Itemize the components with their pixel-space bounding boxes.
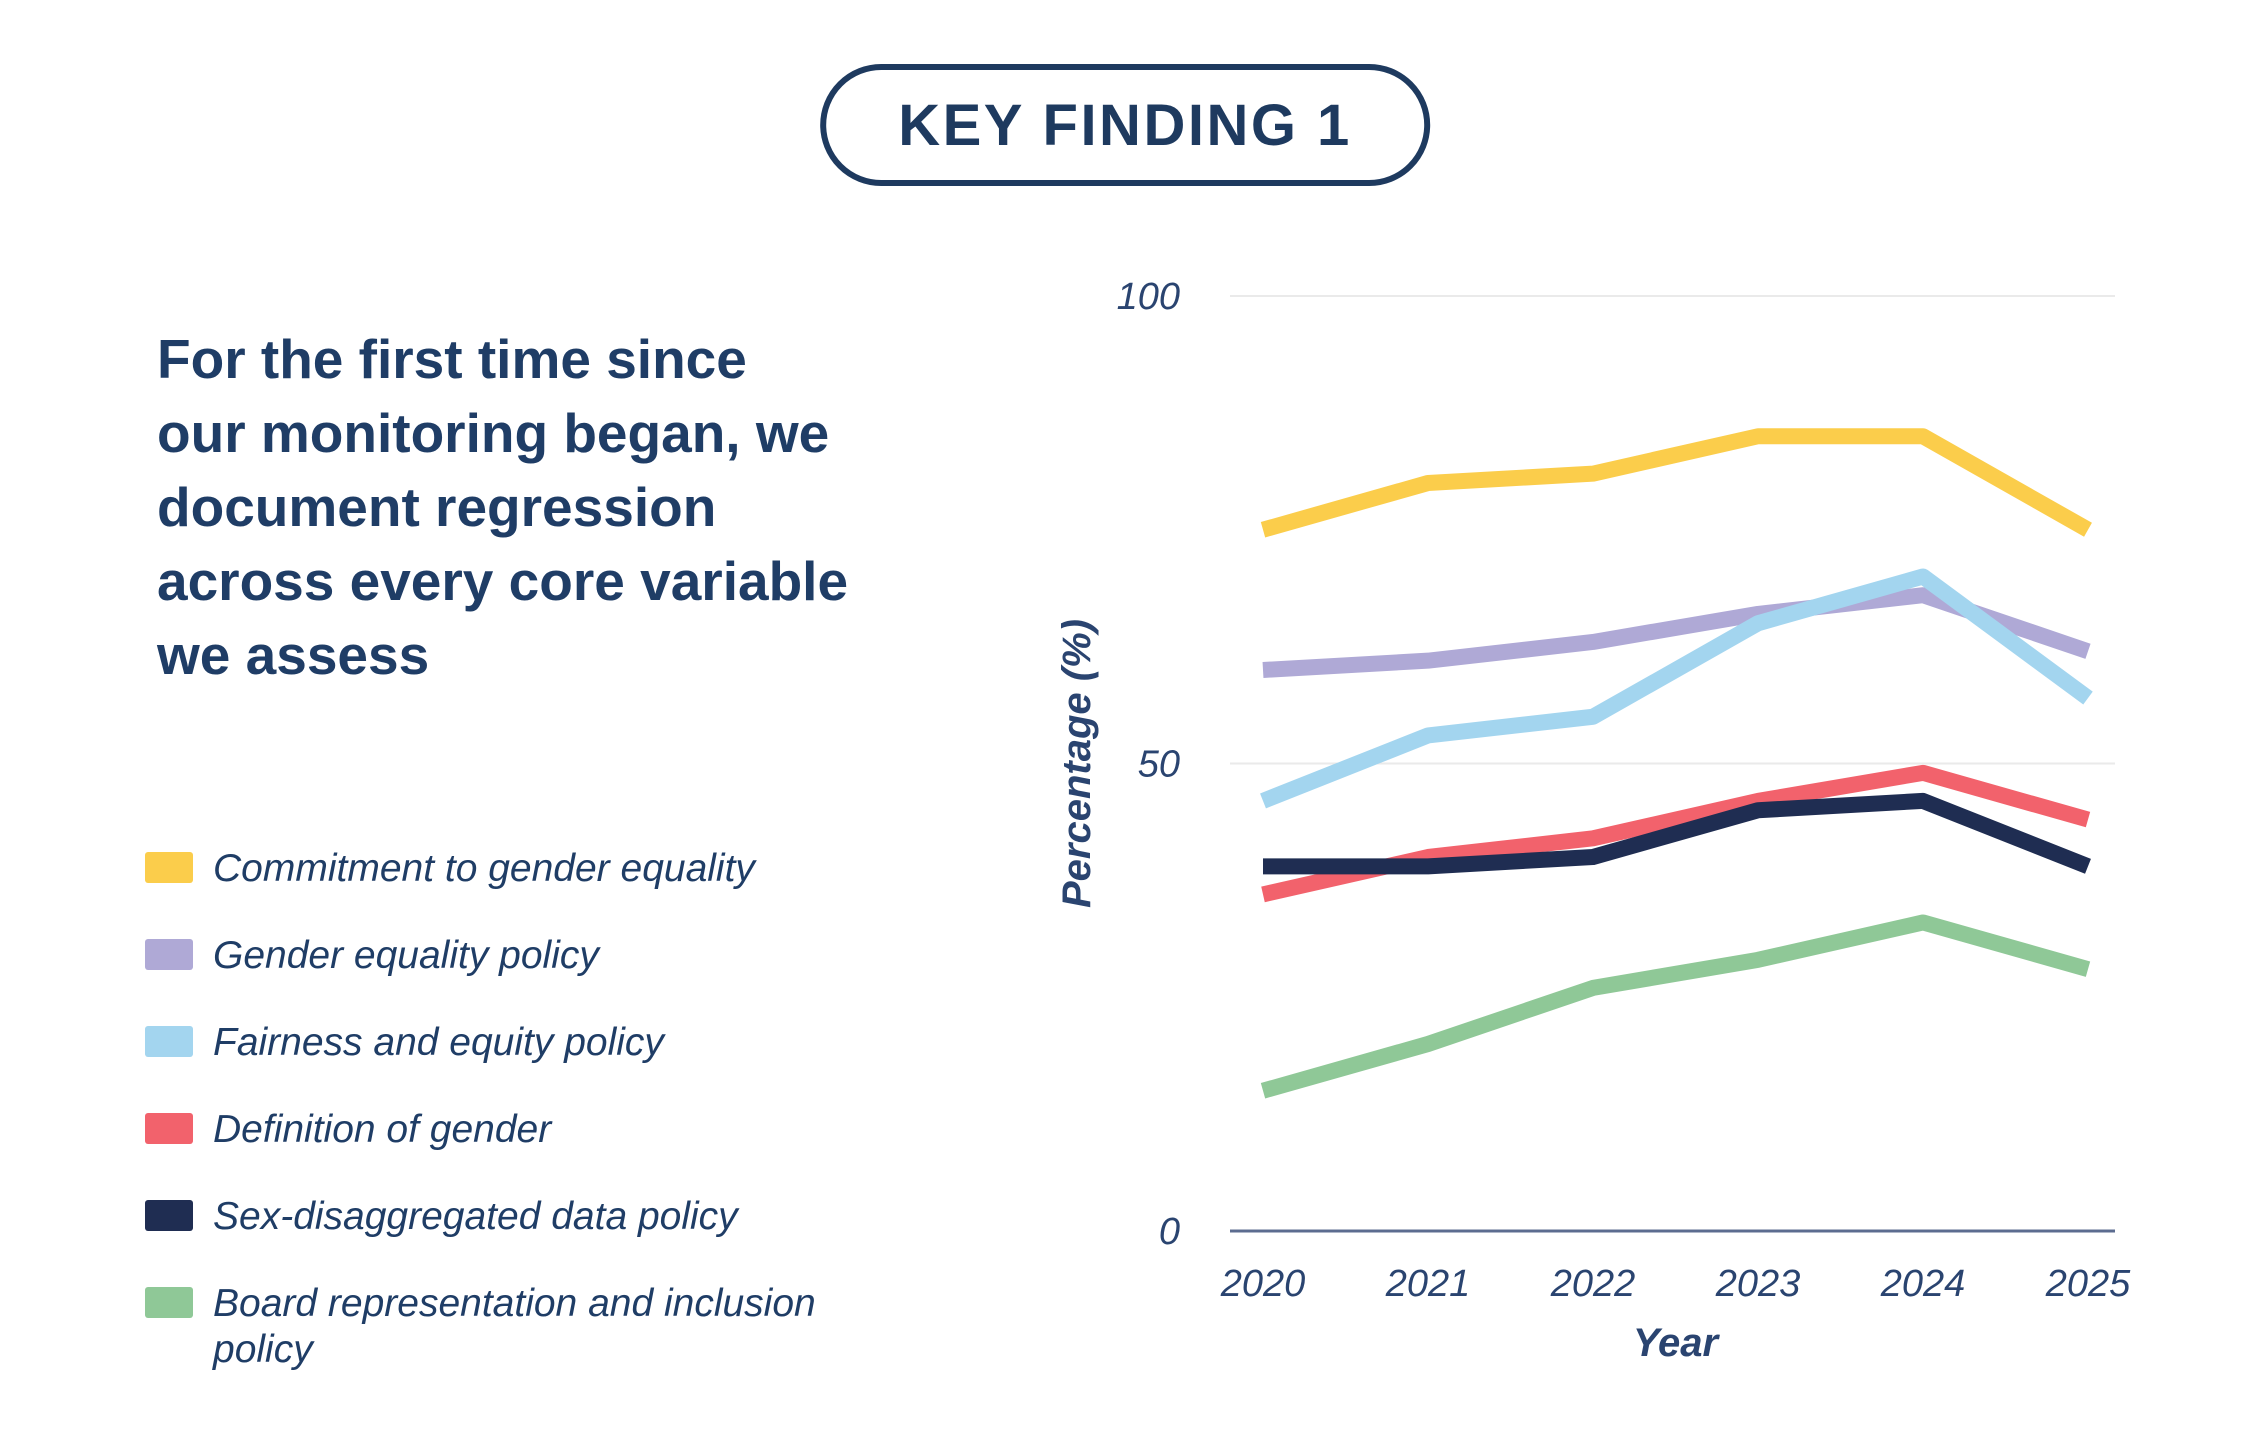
x-tick-label: 2020	[1220, 1263, 1306, 1305]
headline: For the first time since our monitoring b…	[157, 322, 977, 692]
y-axis-title: Percentage (%)	[1055, 619, 1099, 908]
legend-item: Commitment to gender equality	[145, 846, 913, 892]
series-line-fairness-and-equity-policy	[1260, 568, 2093, 809]
legend-swatch	[145, 1200, 193, 1231]
series-line-sex-disaggregated-data-policy	[1263, 792, 2091, 875]
legend-swatch	[145, 939, 193, 970]
x-tick-label: 2021	[1385, 1263, 1471, 1305]
headline-line: document regression	[157, 476, 717, 538]
legend-item: Fairness and equity policy	[145, 1020, 913, 1066]
y-tick-label: 0	[1159, 1211, 1180, 1253]
legend-swatch	[145, 1287, 193, 1318]
legend-label: Fairness and equity policy	[213, 1021, 664, 1064]
x-tick-label: 2023	[1715, 1263, 1801, 1305]
y-tick-label: 100	[1117, 276, 1180, 318]
legend-item: Gender equality policy	[145, 933, 913, 979]
legend-label: Gender equality policy	[213, 934, 599, 977]
x-tick-label: 2024	[1880, 1263, 1966, 1305]
legend-swatch	[145, 1026, 193, 1057]
legend-item: Sex-disaggregated data policy	[145, 1194, 913, 1240]
y-tick-label: 50	[1138, 744, 1180, 786]
x-axis-title: Year	[1633, 1321, 1721, 1365]
series-line-gender-equality-policy	[1262, 587, 2091, 678]
headline-line: we assess	[157, 624, 430, 686]
series-line-definition-of-gender	[1261, 764, 2091, 903]
headline-line: our monitoring began, we	[157, 402, 830, 464]
series-line-commitment-to-gender-equality	[1260, 428, 2092, 538]
legend-label: Sex-disaggregated data policy	[213, 1195, 738, 1238]
headline-line: across every core variable	[157, 550, 849, 612]
legend-label: Board representation and inclusion polic…	[213, 1282, 816, 1371]
headline-line: For the first time since	[157, 328, 747, 390]
legend-item: Definition of gender	[145, 1107, 913, 1153]
legend-label: Definition of gender	[213, 1108, 552, 1151]
x-tick-label: 2022	[1550, 1263, 1636, 1305]
legend-item: Board representation and inclusion polic…	[145, 1281, 913, 1373]
chart-legend: Commitment to gender equality Gender equa…	[145, 846, 913, 1414]
x-tick-label: 2025	[2045, 1263, 2131, 1305]
key-finding-badge: KEY FINDING 1	[820, 64, 1430, 186]
key-finding-badge-label: KEY FINDING 1	[898, 92, 1352, 158]
legend-swatch	[145, 1113, 193, 1144]
legend-swatch	[145, 852, 193, 883]
series-line-board-representation-and-inclusion-policy	[1260, 914, 2091, 1099]
legend-label: Commitment to gender equality	[213, 847, 755, 890]
